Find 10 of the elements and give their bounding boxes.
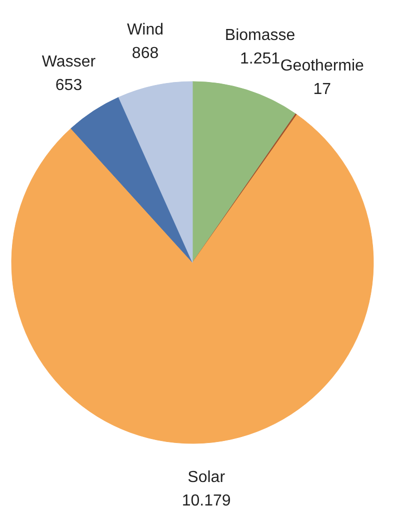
slice-label: Geothermie	[280, 58, 364, 75]
slice-label: Biomasse	[224, 27, 296, 44]
data-label: 653	[55, 77, 82, 94]
slice-label: Wasser	[42, 54, 96, 71]
data-label: 10.179	[182, 492, 231, 510]
slice-label: Wind	[127, 22, 164, 39]
data-label: 1.251	[240, 50, 280, 68]
data-label: 17	[313, 81, 332, 98]
data-label: 868	[132, 45, 159, 62]
slice-label: Solar	[188, 468, 226, 486]
